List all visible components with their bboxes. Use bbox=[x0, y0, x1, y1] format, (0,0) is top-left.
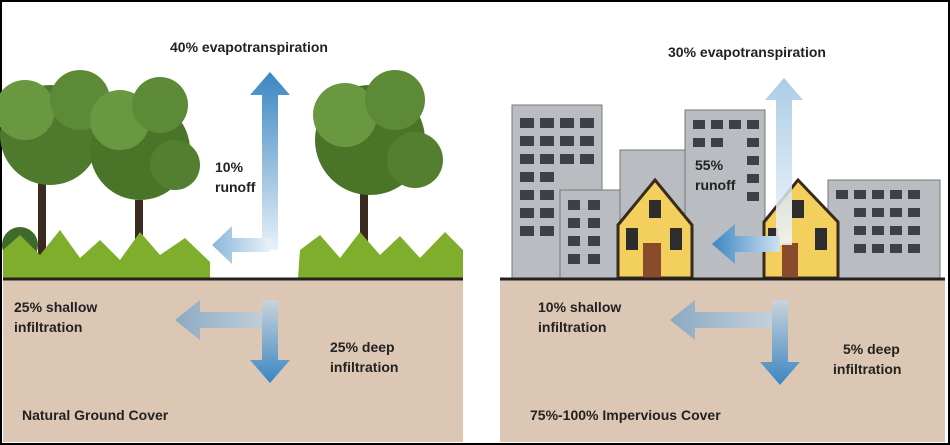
text-line: 5% deep bbox=[843, 341, 900, 357]
text-line: infiltration bbox=[330, 359, 398, 375]
evapotranspiration-label: 30% evapotranspiration bbox=[668, 44, 826, 60]
evapotranspiration-label: 40% evapotranspiration bbox=[170, 39, 328, 55]
cover-label: 75%-100% Impervious Cover bbox=[530, 407, 721, 423]
text-line: infiltration bbox=[538, 319, 606, 335]
panel-gap bbox=[465, 3, 498, 443]
text-line: 10% bbox=[215, 159, 244, 175]
cover-label: Natural Ground Cover bbox=[22, 407, 169, 423]
text-line: runoff bbox=[695, 177, 736, 193]
text-line: runoff bbox=[215, 179, 256, 195]
diagram: 40% evapotranspiration 10% runoff 25% sha… bbox=[0, 0, 950, 445]
text-line: 10% shallow bbox=[538, 299, 621, 315]
text-line: infiltration bbox=[833, 361, 901, 377]
text-line: 25% deep bbox=[330, 339, 395, 355]
text-line: infiltration bbox=[14, 319, 82, 335]
text-line: 25% shallow bbox=[14, 299, 97, 315]
text-line: 55% bbox=[695, 157, 724, 173]
